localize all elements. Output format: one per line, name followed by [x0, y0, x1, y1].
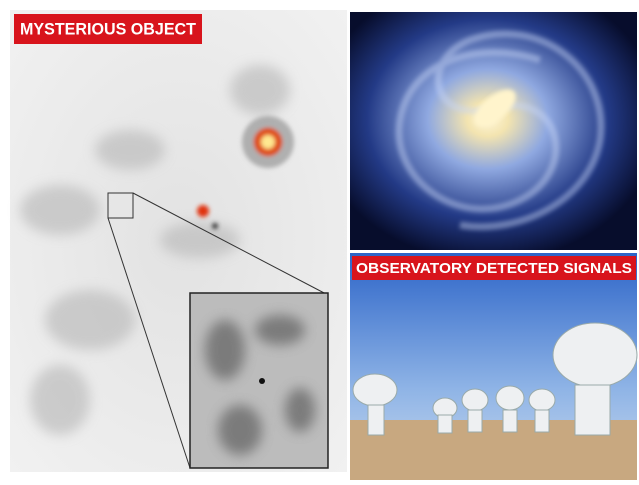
observatory-panel: OBSERVATORY DETECTED SIGNALS [350, 253, 637, 480]
galaxy-panel [350, 12, 637, 250]
composite-image: MYSTERIOUS OBJECT OBSERVATORY DETECTED S… [0, 0, 639, 485]
panel-label: MYSTERIOUS OBJECT [20, 19, 197, 38]
mysterious-object-panel: MYSTERIOUS OBJECT [10, 10, 347, 472]
panel-label: OBSERVATORY DETECTED SIGNALS [356, 260, 632, 277]
